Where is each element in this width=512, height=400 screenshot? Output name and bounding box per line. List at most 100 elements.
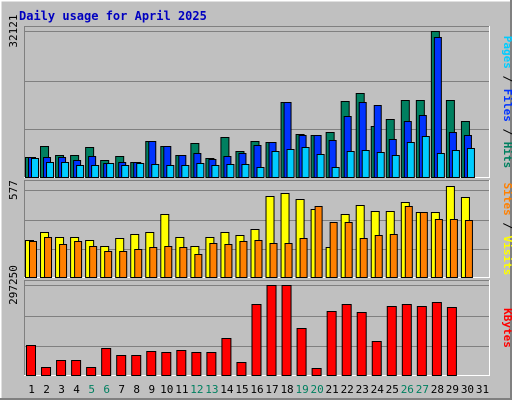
bar-sites-day-9 [149, 247, 158, 278]
bar-kbytes-day-25 [386, 306, 397, 376]
x-tick-label: 15 [235, 383, 248, 396]
bar-sites-day-24 [374, 235, 383, 278]
x-tick-label: 3 [58, 383, 65, 396]
chart-title: Daily usage for April 2025 [19, 9, 207, 23]
bar-pages-day-30 [466, 148, 475, 178]
bar-kbytes-day-6 [101, 348, 112, 376]
bar-kbytes-day-22 [341, 304, 352, 376]
bar-kbytes-day-27 [416, 306, 427, 376]
bar-pages-day-26 [406, 142, 415, 178]
x-tick-label: 12 [190, 383, 203, 396]
x-tick-label: 27 [416, 383, 429, 396]
bar-kbytes-day-7 [116, 355, 127, 376]
bar-pages-day-21 [331, 167, 340, 178]
bar-pages-day-20 [316, 154, 325, 178]
bar-sites-day-20 [314, 206, 323, 278]
bar-kbytes-day-2 [41, 367, 52, 376]
bar-sites-day-28 [434, 219, 443, 278]
bar-sites-day-26 [404, 206, 413, 278]
x-tick-label: 22 [341, 383, 354, 396]
bar-sites-day-3 [59, 244, 68, 278]
bar-kbytes-day-16 [251, 304, 262, 376]
y-max-tick-label: 32121 [7, 14, 20, 47]
bar-pages-day-11 [181, 165, 190, 178]
y-axis-label-part: Files [501, 89, 512, 122]
x-tick-label: 23 [356, 383, 369, 396]
x-tick-label: 10 [160, 383, 173, 396]
bar-kbytes-day-19 [296, 328, 307, 376]
x-tick-label: 8 [133, 383, 140, 396]
bar-pages-day-8 [136, 163, 145, 178]
x-tick-label: 24 [371, 383, 385, 396]
bar-kbytes-day-12 [191, 352, 202, 376]
bar-pages-day-19 [301, 147, 310, 178]
series-pages [31, 136, 475, 178]
x-tick-label: 31 [476, 383, 489, 396]
bar-sites-day-6 [104, 251, 113, 278]
bar-sites-day-1 [29, 241, 37, 278]
bar-kbytes-day-21 [326, 311, 337, 376]
bar-pages-day-16 [256, 167, 265, 178]
bar-pages-day-24 [376, 152, 385, 178]
bar-sites-day-13 [209, 243, 218, 278]
x-tick-label: 6 [103, 383, 110, 396]
bar-kbytes-day-8 [131, 355, 142, 376]
x-tick-label: 28 [431, 383, 444, 396]
x-tick-label: 7 [118, 383, 125, 396]
bar-kbytes-day-23 [356, 312, 367, 376]
bar-sites-day-15 [239, 241, 248, 278]
x-tick-label: 16 [250, 383, 263, 396]
x-tick-label: 2 [43, 383, 50, 396]
bar-sites-day-11 [179, 247, 188, 278]
y-max-tick-label: 577 [7, 180, 20, 200]
bar-pages-day-28 [436, 153, 445, 178]
y-axis-label-part: KBytes [501, 308, 512, 348]
y-axis-label-part: / [501, 122, 512, 142]
bar-pages-day-23 [361, 150, 370, 178]
x-tick-label: 29 [446, 383, 459, 396]
bar-pages-day-22 [346, 151, 355, 178]
bar-pages-day-12 [196, 163, 205, 178]
bar-kbytes-day-1 [26, 345, 36, 376]
bar-pages-day-6 [106, 163, 115, 178]
bar-kbytes-day-26 [401, 304, 412, 376]
bar-kbytes-day-24 [371, 341, 382, 376]
bar-pages-day-18 [286, 149, 295, 178]
x-tick-label: 26 [401, 383, 414, 396]
x-tick-label: 30 [461, 383, 474, 396]
bar-sites-day-19 [299, 238, 308, 278]
y-axis-label-part: Visits [501, 236, 512, 276]
x-tick-label: 5 [88, 383, 95, 396]
bar-sites-day-29 [449, 219, 458, 278]
x-tick-label: 9 [148, 383, 155, 396]
x-tick-label: 25 [386, 383, 399, 396]
series-sites [29, 206, 473, 278]
y-max-tick-label: 297250 [7, 265, 20, 305]
bar-pages-day-14 [226, 164, 235, 178]
bar-kbytes-day-28 [431, 302, 442, 376]
x-tick-label: 19 [295, 383, 308, 396]
bar-sites-day-14 [224, 244, 233, 278]
x-tick-label: 17 [265, 383, 278, 396]
bar-kbytes-day-14 [221, 338, 232, 376]
bar-sites-day-22 [344, 222, 353, 278]
bar-sites-day-18 [284, 243, 293, 278]
x-tick-label: 1 [28, 383, 35, 396]
bar-pages-day-13 [211, 165, 220, 178]
y-axis-label-part: / [501, 69, 512, 89]
bar-pages-day-3 [61, 162, 70, 178]
bar-pages-day-25 [391, 155, 400, 178]
bar-kbytes-day-17 [266, 285, 277, 376]
bar-sites-day-30 [464, 220, 473, 278]
bar-kbytes-day-9 [146, 351, 157, 376]
bar-pages-day-5 [91, 165, 100, 178]
bar-pages-day-29 [451, 150, 460, 178]
bar-kbytes-day-3 [56, 360, 67, 376]
panel-visits-sites: 577 Sites / Visits [7, 180, 512, 278]
x-tick-label: 14 [220, 383, 234, 396]
y-axis-label: Pages / Files / Hits [501, 36, 512, 169]
bar-pages-day-10 [166, 165, 175, 178]
bar-sites-day-5 [89, 246, 98, 278]
